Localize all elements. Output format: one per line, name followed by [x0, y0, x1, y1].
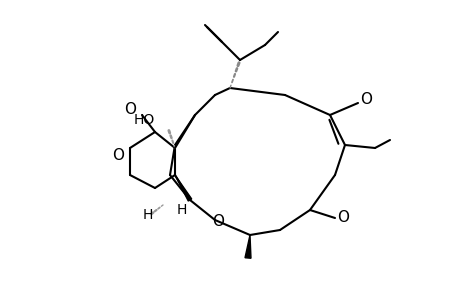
Text: O: O — [112, 148, 124, 163]
Polygon shape — [174, 175, 191, 201]
Polygon shape — [245, 235, 251, 258]
Text: HO: HO — [134, 113, 155, 127]
Text: O: O — [212, 214, 224, 230]
Text: O: O — [124, 103, 136, 118]
Text: H: H — [176, 203, 187, 217]
Text: O: O — [336, 211, 348, 226]
Text: O: O — [359, 92, 371, 107]
Text: H: H — [142, 208, 153, 222]
